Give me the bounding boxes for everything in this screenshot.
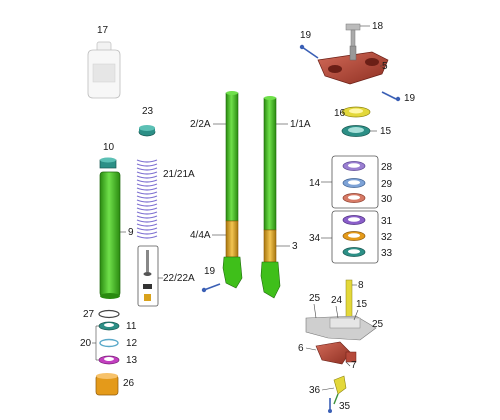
callout-34: 34 bbox=[309, 233, 321, 244]
callout-22-22a: 22/22A bbox=[163, 273, 195, 284]
cap-26-part bbox=[95, 373, 119, 396]
callout-7: 7 bbox=[351, 360, 357, 371]
callout-19-right: 19 bbox=[404, 93, 416, 104]
outer-tube-9-part bbox=[99, 171, 121, 299]
callout-19-lower: 19 bbox=[204, 266, 216, 277]
callout-8: 8 bbox=[358, 280, 364, 291]
callout-29: 29 bbox=[381, 179, 393, 190]
callout-12: 12 bbox=[126, 338, 138, 349]
bolt-icon bbox=[201, 283, 221, 293]
callout-20: 20 bbox=[80, 338, 92, 349]
callout-25-left: 25 bbox=[309, 293, 321, 304]
damper-rod-22-part bbox=[143, 250, 152, 301]
callout-33: 33 bbox=[381, 248, 393, 259]
callout-32: 32 bbox=[381, 232, 393, 243]
bracket-36-part bbox=[333, 375, 347, 405]
callout-14: 14 bbox=[309, 178, 321, 189]
callout-30: 30 bbox=[381, 194, 393, 205]
callout-5: 5 bbox=[382, 61, 388, 72]
callout-17: 17 bbox=[97, 25, 109, 36]
callout-11: 11 bbox=[126, 321, 137, 332]
callout-18: 18 bbox=[372, 21, 384, 32]
callout-4-4a: 4/4A bbox=[190, 230, 211, 241]
seal-11-part bbox=[98, 321, 120, 331]
cap-23-part bbox=[138, 125, 156, 137]
callout-6: 6 bbox=[298, 343, 304, 354]
cap-10-part bbox=[99, 157, 117, 169]
callout-9: 9 bbox=[128, 227, 134, 238]
bolt-icon bbox=[328, 398, 332, 413]
kit-box-34 bbox=[331, 210, 379, 264]
callout-3: 3 bbox=[292, 241, 298, 252]
callout-10: 10 bbox=[103, 142, 115, 153]
callout-16: 16 bbox=[334, 108, 346, 119]
oil-bottle-part bbox=[87, 41, 121, 99]
callout-28: 28 bbox=[381, 162, 393, 173]
callout-13: 13 bbox=[126, 355, 138, 366]
callout-23: 23 bbox=[142, 106, 154, 117]
callout-15-top: 15 bbox=[380, 126, 392, 137]
callout-15-bottom: 15 bbox=[356, 299, 368, 310]
ring-28-part bbox=[342, 161, 366, 171]
ring-32-part bbox=[342, 231, 366, 241]
callout-21-21a: 21/21A bbox=[163, 169, 195, 180]
ring-33-part bbox=[342, 247, 366, 257]
callout-2-2a: 2/2A bbox=[190, 119, 211, 130]
ring-30-part bbox=[342, 193, 366, 203]
kit-box-22 bbox=[137, 245, 159, 307]
callout-24: 24 bbox=[331, 295, 343, 306]
seal-15-part bbox=[341, 125, 371, 137]
ring-27-part bbox=[98, 309, 120, 319]
top-triple-clamp-part bbox=[317, 23, 389, 85]
callout-31: 31 bbox=[381, 216, 393, 227]
fork-leg-1-part bbox=[260, 96, 281, 299]
bolt-icon bbox=[299, 44, 319, 59]
callout-36: 36 bbox=[309, 385, 321, 396]
callout-27: 27 bbox=[83, 309, 95, 320]
spring-21-part bbox=[136, 159, 158, 239]
callout-19-top: 19 bbox=[300, 30, 312, 41]
callout-35: 35 bbox=[339, 401, 351, 412]
clamp-6-part bbox=[315, 341, 357, 365]
seal-13-part bbox=[98, 355, 120, 365]
bearing-16-part bbox=[341, 106, 371, 118]
bottom-triple-clamp-part bbox=[305, 315, 377, 341]
ring-12-part bbox=[99, 338, 119, 348]
bolt-icon bbox=[381, 91, 401, 102]
ring-29-part bbox=[342, 178, 366, 188]
callout-26: 26 bbox=[123, 378, 135, 389]
fork-leg-2-part bbox=[222, 91, 243, 289]
callout-25-right: 25 bbox=[372, 319, 384, 330]
ring-31-part bbox=[342, 215, 366, 225]
callout-1-1a: 1/1A bbox=[290, 119, 311, 130]
